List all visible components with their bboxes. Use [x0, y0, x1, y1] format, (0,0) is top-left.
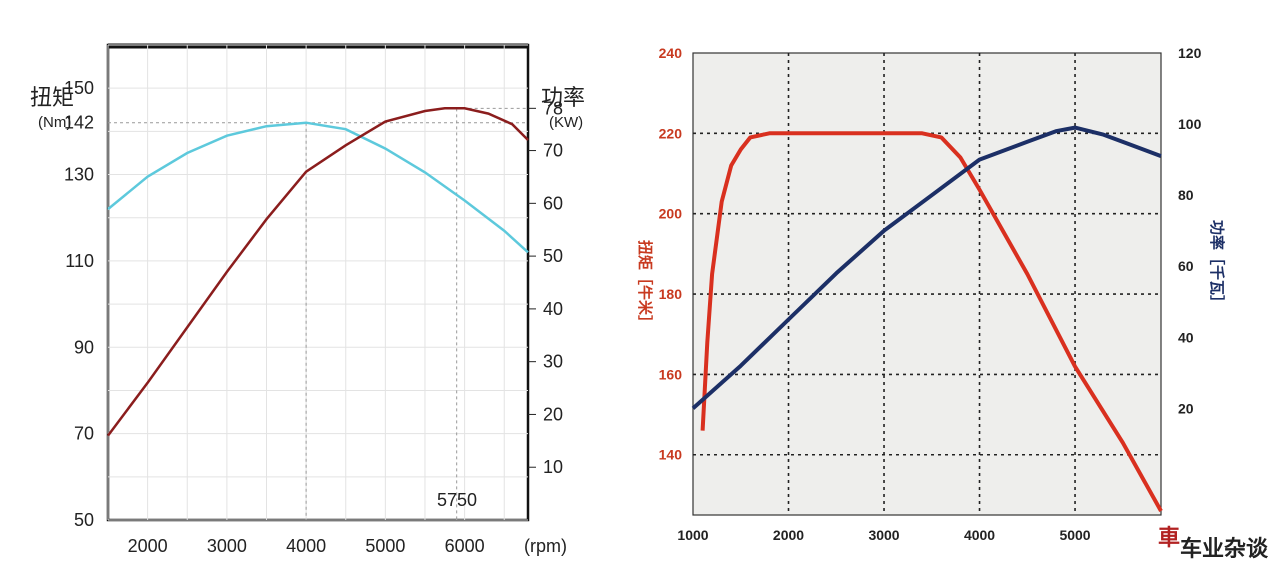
left-axis-unit: (Nm) — [38, 114, 71, 131]
x-axis-tick-label: 3000 — [868, 527, 899, 543]
left-guides — [108, 107, 528, 520]
watermark: 車 车业杂谈 — [1158, 525, 1268, 562]
watermark-logo: 車 — [1158, 525, 1180, 551]
x-axis-tick-label: 5000 — [1059, 527, 1090, 543]
x-axis-tick-label: 2000 — [773, 527, 804, 543]
left-axis-tick-label: 90 — [74, 337, 94, 357]
left-axis-tick-label: 50 — [74, 510, 94, 530]
left-axis-tick-label: 220 — [659, 125, 683, 141]
x-axis-tick-label: 1000 — [677, 527, 708, 543]
left-axis-tick-label: 150 — [64, 78, 94, 98]
right-axis-tick-label: 80 — [1178, 187, 1194, 203]
right-axis-tick-label: 100 — [1178, 116, 1202, 132]
x-axis-tick-label: 6000 — [445, 536, 485, 556]
right-axis-tick-label: 70 — [543, 141, 563, 161]
left-axis-tick-label: 160 — [659, 366, 683, 382]
rpm-annotation: 5750 — [437, 490, 477, 510]
right-chart-x-ticks: 1000 2000 3000 4000 5000 — [677, 527, 1090, 543]
right-axis-tick-label: 30 — [543, 352, 563, 372]
left-axis-title: 扭矩 — [30, 86, 74, 111]
right-axis-tick-label: 40 — [1178, 329, 1194, 345]
left-series-torque-line — [107, 121, 529, 254]
right-chart-left-axis-title: 扭矩［牛米］ — [636, 240, 654, 330]
x-axis-unit: (rpm) — [524, 536, 567, 556]
x-axis-tick-label: 2000 — [128, 536, 168, 556]
right-axis-tick-label: 40 — [543, 299, 563, 319]
right-chart-right-axis-title: 功率［千瓦］ — [1208, 220, 1226, 310]
x-axis-tick-label: 4000 — [964, 527, 995, 543]
right-axis-tick-label: 78 — [543, 98, 563, 118]
left-axis-tick-label: 130 — [64, 165, 94, 185]
right-chart: 140 160 180 200 220 240 20 40 60 80 100 120 1000 20… — [636, 45, 1226, 543]
right-series-power-line — [691, 125, 1162, 410]
x-axis-tick-label: 4000 — [286, 536, 326, 556]
watermark-text: 车业杂谈 — [1180, 536, 1268, 562]
right-axis-tick-label: 120 — [1178, 45, 1202, 61]
left-chart-left-ticks: 50 70 90 110 130 142 150 — [64, 78, 94, 530]
right-chart-left-ticks: 140 160 180 200 220 240 — [659, 45, 683, 463]
left-axis-tick-label: 180 — [659, 286, 683, 302]
right-axis-title: 功率 — [541, 86, 585, 111]
right-axis-unit: (KW) — [549, 114, 583, 131]
right-axis-tick-label: 60 — [1178, 258, 1194, 274]
left-axis-tick-label: 110 — [65, 251, 94, 271]
left-axis-tick-label: 142 — [64, 113, 94, 133]
left-chart-x-ticks: 2000 3000 4000 5000 6000 — [128, 536, 485, 556]
left-chart: 50 70 90 110 130 142 150 10 20 30 40 50 60 70 78 2000… — [30, 43, 585, 556]
left-axis-tick-label: 200 — [659, 206, 683, 222]
left-axis-tick-label: 240 — [659, 45, 683, 61]
right-series-torque-line — [700, 131, 1163, 512]
left-series-power-line — [106, 107, 529, 437]
right-chart-right-ticks: 20 40 60 80 100 120 — [1178, 45, 1202, 416]
left-chart-right-ticks: 10 20 30 40 50 60 70 78 — [528, 98, 563, 477]
x-axis-tick-label: 5000 — [365, 536, 405, 556]
left-axis-tick-label: 140 — [659, 447, 683, 463]
right-grid — [693, 53, 1161, 515]
x-axis-tick-label: 3000 — [207, 536, 247, 556]
right-axis-tick-label: 10 — [543, 457, 563, 477]
right-axis-tick-label: 50 — [543, 246, 563, 266]
right-plot-frame — [692, 52, 1162, 516]
right-axis-tick-label: 20 — [1178, 400, 1194, 416]
right-axis-tick-label: 60 — [543, 193, 563, 213]
right-axis-tick-label: 20 — [543, 404, 563, 424]
left-axis-tick-label: 70 — [74, 424, 94, 444]
